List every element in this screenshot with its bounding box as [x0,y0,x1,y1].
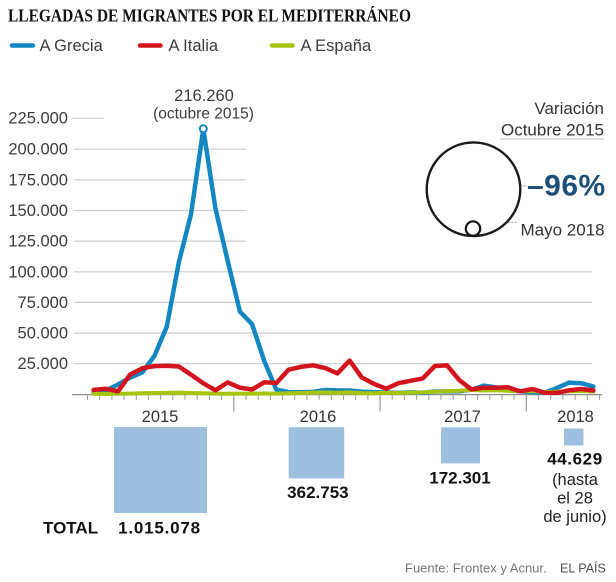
svg-text:el 28: el 28 [557,490,593,508]
svg-text:362.753: 362.753 [287,483,348,502]
svg-text:225.000: 225.000 [8,110,68,128]
svg-text:Variación: Variación [534,99,604,118]
svg-text:2017: 2017 [444,408,481,426]
svg-text:–96%: –96% [527,169,606,202]
svg-text:175.000: 175.000 [8,171,68,189]
svg-text:(octubre 2015): (octubre 2015) [153,106,254,123]
svg-text:A Italia: A Italia [169,37,219,55]
svg-text:TOTAL: TOTAL [43,519,98,538]
svg-text:75.000: 75.000 [18,294,68,312]
svg-text:2015: 2015 [142,408,179,426]
svg-text:50.000: 50.000 [18,325,68,343]
svg-text:25.000: 25.000 [18,355,68,373]
svg-text:Mayo 2018: Mayo 2018 [521,221,605,240]
svg-text:125.000: 125.000 [8,233,68,251]
svg-text:150.000: 150.000 [8,202,68,220]
svg-text:A Grecia: A Grecia [40,37,104,55]
svg-text:44.629: 44.629 [547,450,603,469]
svg-text:EL PAÍS: EL PAÍS [560,561,606,576]
svg-text:de junio): de junio) [543,508,606,526]
svg-text:2018: 2018 [557,408,594,426]
svg-text:200.000: 200.000 [8,141,68,159]
svg-text:Fuente: Frontex y Acnur.: Fuente: Frontex y Acnur. [405,561,547,576]
svg-text:(hasta: (hasta [552,471,599,489]
svg-text:216.260: 216.260 [174,87,234,105]
svg-text:LLEGADAS DE MIGRANTES POR EL M: LLEGADAS DE MIGRANTES POR EL MEDITERRÁNE… [8,5,411,26]
svg-text:A España: A España [301,37,372,55]
svg-text:172.301: 172.301 [429,469,490,488]
svg-text:100.000: 100.000 [8,263,68,281]
svg-text:2016: 2016 [300,408,337,426]
svg-text:1.015.078: 1.015.078 [118,519,201,538]
svg-text:Octubre 2015: Octubre 2015 [501,120,604,139]
